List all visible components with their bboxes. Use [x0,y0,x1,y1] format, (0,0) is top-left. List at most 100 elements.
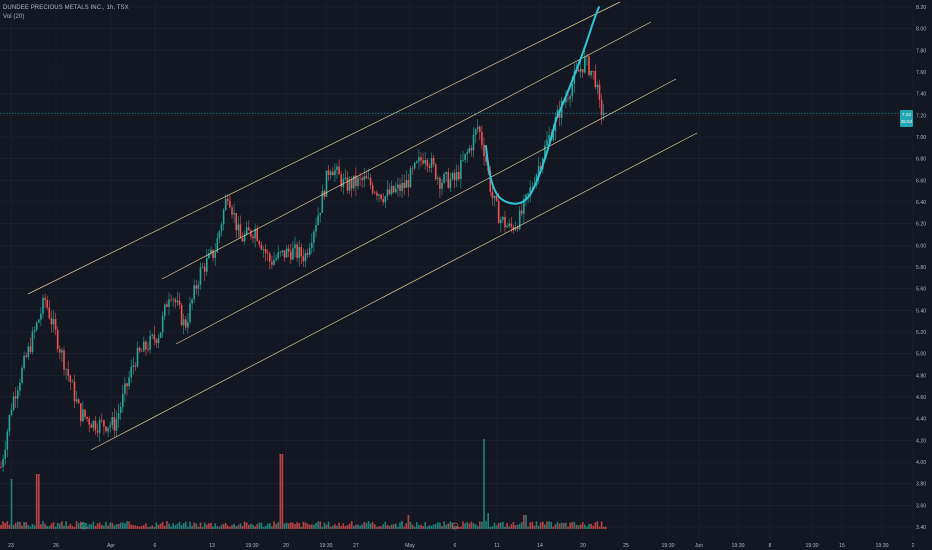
price-tick-label: 7.40 [916,92,926,98]
candle-body [231,207,233,215]
candle-body [300,247,303,257]
time-tick-label: May [405,543,415,549]
candle-body [401,182,403,191]
candle-body [426,159,429,167]
volume-bar [105,521,107,529]
volume-bar [25,522,27,529]
volume-bar [397,526,399,529]
time-tick-label: 26 [53,543,59,549]
candle-body [105,426,107,432]
candle-body [210,249,212,254]
time-tick-label: 14 [537,543,543,549]
trend-channel [27,1,698,451]
volume-bar [245,522,248,529]
candle-body [84,409,86,417]
candle-body [138,347,141,352]
time-tick-label: 19:30 [320,543,333,549]
volume-bar [90,523,93,529]
price-tick-label: 4.00 [916,460,926,466]
candle-body [65,369,67,370]
volume-bar [405,523,408,529]
candle-body [178,300,181,305]
volume-bar [294,524,296,529]
volume-bar [552,526,555,529]
volume-bar [508,526,510,529]
volume-bar [140,525,143,529]
candle-body [397,184,399,189]
candle-body [214,252,216,258]
volume-bar [493,522,496,529]
volume-bar [227,525,229,529]
volume-bar [174,525,177,529]
volume-bar [256,524,258,529]
candle-body [275,258,277,261]
volume-bar [376,526,378,529]
volume-bar [92,521,95,529]
candle-body [281,250,284,253]
volume-bar [40,524,42,529]
candle-body [237,224,240,231]
volume-bar [143,525,145,529]
candle-body [600,99,603,115]
volume-bar [575,524,578,529]
volume-bar [59,523,61,529]
candle-body [124,383,126,394]
volume-bar [23,521,25,529]
candle-body [403,182,405,188]
candle-body [147,349,149,350]
time-tick-label: 6 [454,543,457,549]
volume-bar [0,525,2,529]
event-marker-label: E [454,524,457,529]
volume-bar [287,523,290,529]
candle-body [166,304,168,307]
candle-body [577,69,580,72]
volume-bar [495,525,498,529]
volume-bar [411,524,414,529]
volume-bar [302,521,305,529]
candle-body [569,96,571,99]
price-tick-label: 4.80 [916,373,926,379]
volume-bar [550,521,552,529]
channel-line [27,1,621,295]
volume-bar [521,521,523,529]
candle-body [109,425,111,428]
candle-body [523,199,525,214]
volume-bar [380,526,382,529]
candle-body [172,299,174,301]
candle-body [556,109,559,118]
symbol-title[interactable]: DUNDEE PRECIOUS METALS INC., 1h, TSX [3,5,129,11]
time-tick-label: 8 [769,543,772,549]
candle-body [437,178,439,180]
volume-bar [231,525,233,529]
candle-body [340,174,342,187]
candle-body [145,341,147,350]
candle-body [256,228,258,241]
volume-bar [413,526,416,529]
candle-body [197,284,200,289]
volume-bar [470,521,473,529]
candle-body [157,337,160,344]
volume-indicator-label[interactable]: Vol (20) [3,14,25,20]
volume-bar [224,522,227,529]
volume-bar [527,526,529,529]
candle-body [311,242,313,248]
price-tick-label: 7.80 [916,48,926,54]
volume-bar [420,524,422,529]
candle-body [23,355,25,368]
volume-bar [10,479,13,529]
candle-body [17,390,19,399]
candle-body [233,212,235,215]
price-tick-label: 6.20 [916,222,926,228]
volume-bar [432,524,435,529]
candle-body [241,238,244,242]
candle-body [485,156,487,162]
candle-body [44,297,46,300]
candle-body [365,176,368,179]
volume-bar [271,526,273,529]
volume-bar [33,525,36,529]
volume-bar [96,523,99,529]
volume-bar [262,526,265,529]
candle-body [52,319,55,325]
volume-bar [535,521,538,529]
